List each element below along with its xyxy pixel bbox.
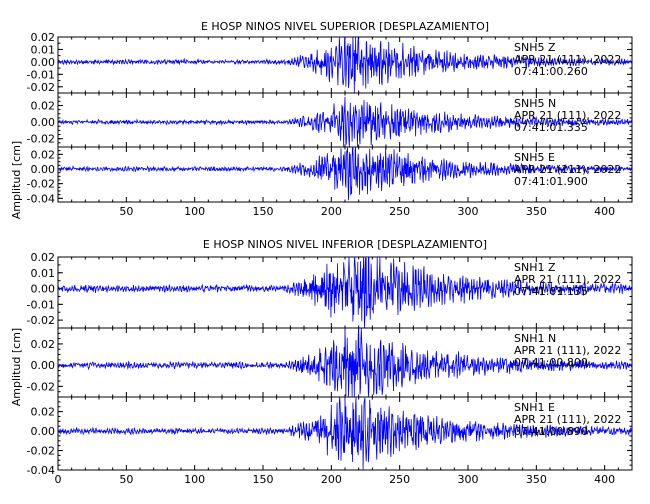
y-tick-label: -0.02	[27, 81, 55, 94]
y-tick-label: 0.02	[31, 99, 56, 112]
waveform-snh5-n	[57, 96, 633, 148]
x-tick-label: 250	[389, 205, 410, 218]
y-tick-label: 0.00	[31, 116, 56, 129]
chart-title-1: E HOSP NINOS NIVEL INFERIOR [DESPLAZAMIE…	[203, 238, 487, 251]
y-tick-label: -0.02	[27, 133, 55, 146]
x-tick-label: 200	[321, 473, 342, 486]
trace-station-label: SNH1 Z	[514, 261, 556, 274]
x-tick-label: 50	[119, 205, 133, 218]
y-tick-label: 0.02	[31, 251, 56, 264]
y-tick-label: 0.00	[31, 56, 56, 69]
x-tick-label: 100	[184, 473, 205, 486]
trace-date-label: APR 21 (111), 2022	[514, 109, 621, 122]
y-tick-label: -0.02	[27, 380, 55, 393]
trace-time-label: 07:41:00.260	[514, 65, 588, 78]
y-tick-label: 0.00	[31, 359, 56, 372]
y-tick-label: 0.00	[31, 425, 56, 438]
waveform-snh1-z	[57, 256, 633, 329]
trace-date-label: APR 21 (111), 2022	[514, 344, 621, 357]
trace-date-label: APR 21 (111), 2022	[514, 53, 621, 66]
waveform-snh5-z	[57, 36, 633, 94]
y-axis-label-1: Amplitud [cm]	[10, 328, 23, 406]
y-tick-label: -0.01	[27, 68, 55, 81]
trace-station-label: SNH1 N	[514, 332, 556, 345]
x-tick-label: 200	[321, 205, 342, 218]
x-tick-label: 150	[253, 473, 274, 486]
y-tick-label: -0.04	[27, 192, 55, 205]
trace-date-label: APR 21 (111), 2022	[514, 273, 621, 286]
y-tick-label: 0.02	[31, 406, 56, 419]
trace-date-label: APR 21 (111), 2022	[514, 163, 621, 176]
y-tick-label: 0.01	[31, 43, 56, 56]
waveform-snh1-e	[57, 396, 633, 471]
y-tick-label: 0.02	[31, 31, 56, 44]
x-tick-label: 350	[526, 205, 547, 218]
y-tick-label: -0.04	[27, 464, 55, 477]
waveform-snh5-e	[57, 146, 633, 201]
y-tick-label: -0.02	[27, 445, 55, 458]
x-tick-label: 300	[458, 205, 479, 218]
trace-station-label: SNH5 Z	[514, 41, 556, 54]
x-tick-label: 400	[594, 473, 615, 486]
trace-time-label: 07:41:00.800	[514, 356, 588, 369]
trace-time-label: 07:41:00.890	[514, 425, 588, 438]
y-tick-label: 0.02	[31, 148, 56, 161]
x-tick-label: 350	[526, 473, 547, 486]
y-tick-label: 0.02	[31, 338, 56, 351]
trace-time-label: 07:41:01.335	[514, 121, 588, 134]
y-tick-label: 0.00	[31, 163, 56, 176]
y-tick-label: -0.01	[27, 298, 55, 311]
x-tick-label: 250	[389, 473, 410, 486]
trace-station-label: SNH5 N	[514, 97, 556, 110]
x-tick-label: 300	[458, 473, 479, 486]
y-tick-label: -0.02	[27, 314, 55, 327]
x-tick-label: 100	[184, 205, 205, 218]
trace-station-label: SNH1 E	[514, 401, 555, 414]
x-tick-label: 50	[119, 473, 133, 486]
x-tick-label: 400	[594, 205, 615, 218]
y-tick-label: 0.00	[31, 283, 56, 296]
trace-date-label: APR 21 (111), 2022	[514, 413, 621, 426]
chart-title-0: E HOSP NINOS NIVEL SUPERIOR [DESPLAZAMIE…	[201, 20, 489, 33]
trace-time-label: 07:41:01.900	[514, 175, 588, 188]
y-tick-label: -0.02	[27, 178, 55, 191]
y-axis-label-0: Amplitud [cm]	[10, 141, 23, 219]
x-tick-label: 150	[253, 205, 274, 218]
waveform-snh1-n	[57, 327, 633, 398]
y-tick-label: 0.01	[31, 267, 56, 280]
x-tick-label: 0	[55, 473, 62, 486]
trace-time-label: 07:41:01.135	[514, 285, 588, 298]
trace-station-label: SNH5 E	[514, 151, 555, 164]
